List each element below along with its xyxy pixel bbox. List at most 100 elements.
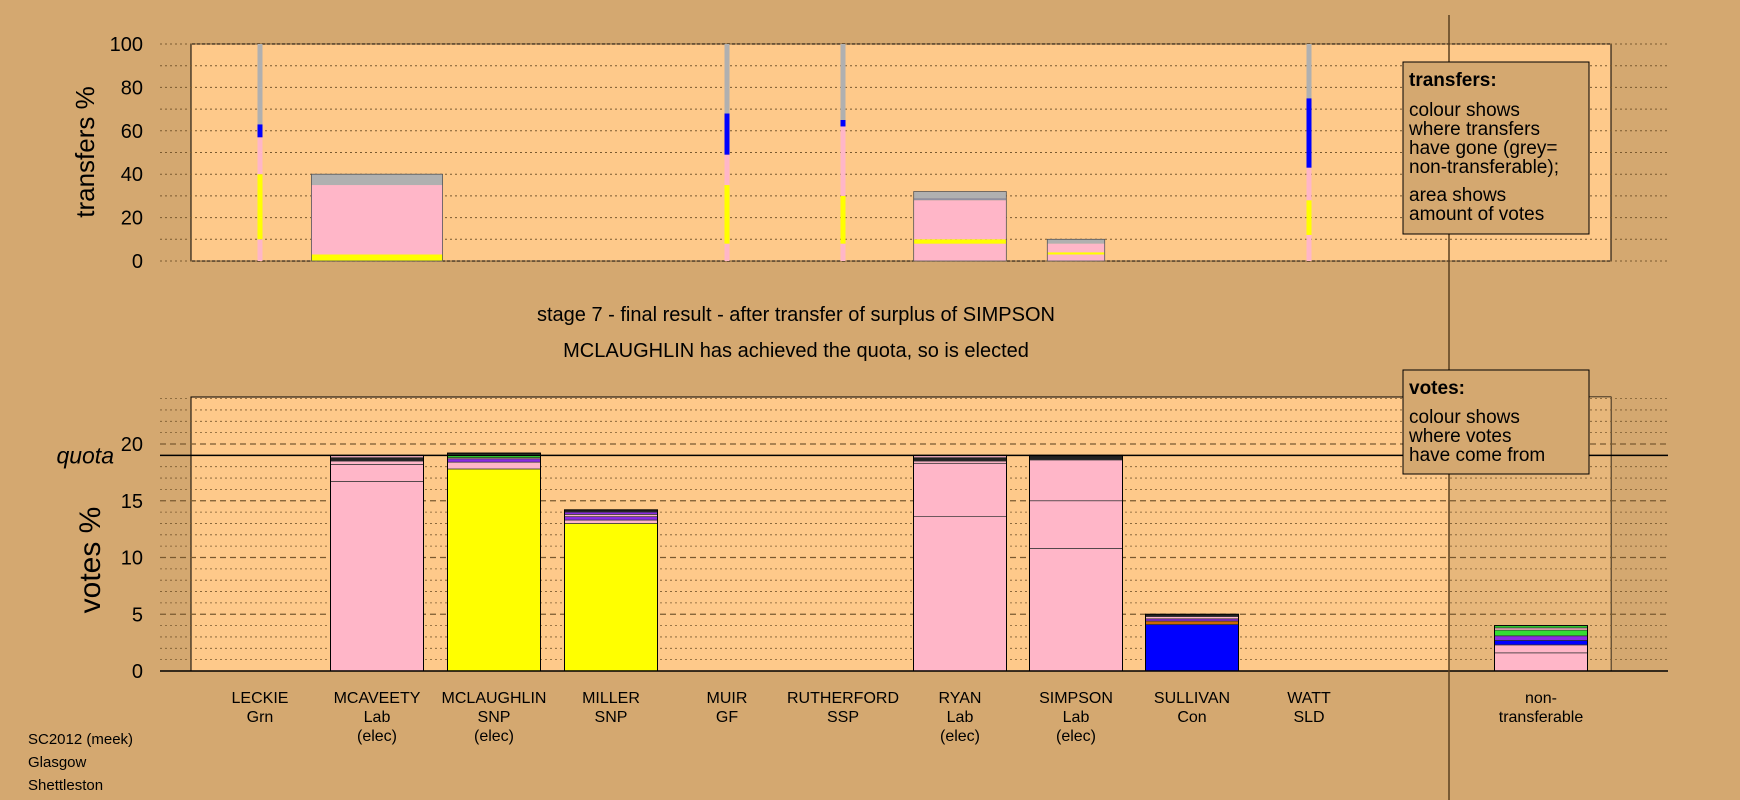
transfer-bar-segment [1306,200,1312,235]
transfer-bar-segment [840,126,846,196]
transfer-bar-segment [840,44,846,120]
vote-bar-segment [330,460,424,465]
tick-label: 0 [132,661,143,683]
transfer-bar-segment [1306,167,1312,201]
votes-legend: votes: colour shows where votes have com… [1402,369,1590,475]
tick-label: 0 [132,251,143,273]
candidate-status: (elec) [474,728,514,745]
transfer-bar-outline [310,173,443,262]
votes-tick-labels: 0 5 10 15 20 [121,434,143,683]
vote-bar-segment [1494,644,1588,654]
candidate-name: SIMPSON [1039,690,1113,707]
vote-bar-segment [330,481,424,672]
footer-line: Shettleston [28,777,103,794]
candidate-name: MCLAUGHLIN [442,690,547,707]
vote-bar-segment [1029,548,1123,672]
tick-label: 20 [121,208,143,230]
vote-bar-segment [913,462,1007,517]
tick-label: 80 [121,77,143,99]
candidate-party: SLD [1293,709,1324,726]
candidate-party: Lab [947,709,974,726]
candidate-name: LECKIE [232,690,289,707]
vote-bar-segment [1494,640,1588,646]
vote-bar-segment [1029,500,1123,549]
tick-label: 15 [121,491,143,513]
candidate-name: MUIR [707,690,748,707]
candidate-status: (elec) [1056,728,1096,745]
candidate-party: GF [716,709,738,726]
votes-bars [330,452,1588,672]
candidate-name: MCAVEETY [334,690,421,707]
footer-line: SC2012 (meek) [28,731,133,748]
transfer-bar-segment [1306,98,1312,168]
vote-bar-segment [564,519,658,524]
vote-bar-segment [330,457,424,462]
candidate-party: Lab [1063,709,1090,726]
tick-label: 5 [132,604,143,626]
transfer-bar-segment [913,198,1007,201]
transfer-bar-segment [257,44,263,125]
transfer-bar-segment [257,174,263,240]
transfer-bar-segment [257,124,263,138]
transfers-legend-title: transfers: [1409,70,1497,91]
tick-label: 60 [121,121,143,143]
candidate-name: SULLIVAN [1154,690,1230,707]
candidate-party: SNP [595,709,628,726]
candidate-party: SNP [478,709,511,726]
candidate-status: (elec) [940,728,980,745]
candidate-name: MILLER [582,690,640,707]
candidate-name: WATT [1287,690,1331,707]
transfer-bar-segment [311,174,443,186]
vote-bar-segment [564,523,658,672]
transfers-legend-line: colour shows [1409,100,1520,121]
transfers-legend: transfers: colour shows where transfers … [1402,61,1590,235]
transfer-bar-segment [724,243,730,261]
transfer-bar-outline [913,191,1007,262]
stage-title: stage 7 - final result - after transfer … [537,304,1055,326]
transfer-bar-segment [724,44,730,114]
nontransferable-label: transferable [1499,709,1584,726]
vote-bar-segment [447,468,541,672]
vote-bar-segment [1145,624,1239,672]
transfer-bar-segment [724,154,730,186]
transfers-legend-line: area shows [1409,185,1506,206]
votes-legend-line: where votes [1408,426,1511,447]
candidate-name: RUTHERFORD [787,690,899,707]
vote-bar-segment [1145,620,1239,625]
candidate-party: Con [1177,709,1206,726]
transfer-bar-segment [1306,44,1312,99]
tick-label: 10 [121,548,143,570]
vote-bar-segment [913,457,1007,462]
vote-bar-segment [913,516,1007,672]
votes-legend-title: votes: [1409,378,1465,399]
transfer-bar-segment [1047,239,1105,244]
vote-bar-segment [447,458,541,463]
transfer-bar-segment [840,119,846,127]
transfer-bar-segment [724,113,730,155]
transfers-legend-line: where transfers [1408,119,1540,140]
transfer-bar-segment [311,254,443,261]
candidate-labels: LECKIE Grn MCAVEETY Lab (elec) MCLAUGHLIN SNP (… [232,690,1331,745]
transfer-bar-segment [913,239,1007,244]
transfer-bar-segment [257,137,263,175]
vote-bar-segment [330,464,424,482]
candidate-name: RYAN [939,690,982,707]
transfer-bar-segment [840,243,846,261]
transfer-bar-segment [1306,234,1312,261]
transfer-bar-segment [913,200,1007,240]
candidate-party: Grn [247,709,274,726]
transfer-bar-segment [724,185,730,244]
tick-label: 100 [110,34,143,56]
tick-label: 20 [121,434,143,456]
transfers-legend-line: have gone (grey= [1409,138,1557,159]
tick-label: 40 [121,164,143,186]
transfer-bar-outline [1046,238,1106,262]
status-title: MCLAUGHLIN has achieved the quota, so is… [563,340,1029,362]
candidate-status: (elec) [357,728,397,745]
vote-bar-segment [564,516,658,521]
transfers-legend-line: amount of votes [1409,204,1544,225]
transfer-bar-segment [1047,254,1105,261]
transfer-bar-segment [257,239,263,261]
transfer-bar-segment [311,185,443,255]
